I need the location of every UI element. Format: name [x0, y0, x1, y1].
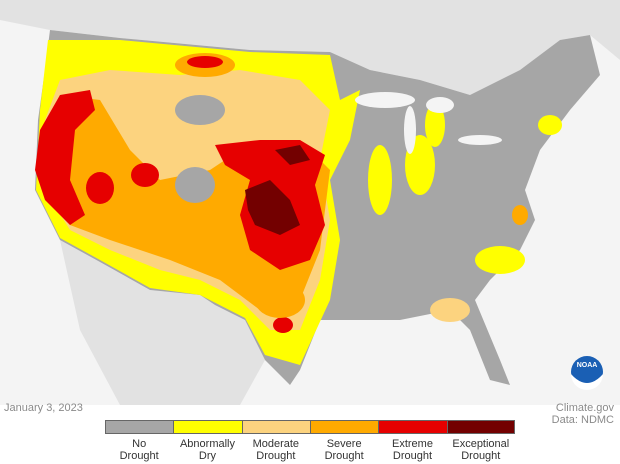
region: [35, 90, 95, 225]
legend-label: Moderate Drought: [252, 438, 300, 462]
legend-item: Exceptional Drought: [446, 420, 515, 462]
legend-swatch: [105, 420, 174, 434]
map: NOAA: [0, 0, 620, 405]
mexico: [60, 240, 265, 405]
canada: [0, 0, 620, 95]
lake: [426, 97, 454, 113]
region: [255, 282, 305, 318]
date: January 3, 2023: [4, 402, 83, 414]
legend-item: Abnormally Dry: [173, 420, 242, 462]
logo-wave: [571, 374, 603, 390]
region: [512, 205, 528, 225]
region: [475, 246, 525, 274]
legend-label: No Drought: [119, 438, 159, 462]
region: [175, 95, 225, 125]
region: [275, 145, 310, 165]
lake: [355, 92, 415, 108]
legend-item: Moderate Drought: [241, 420, 310, 462]
region: [425, 103, 445, 147]
legend: No Drought Abnormally Dry Moderate Drought…: [105, 420, 515, 462]
logo: [571, 356, 603, 388]
region: [273, 317, 293, 333]
region: [538, 115, 562, 135]
region: [245, 180, 300, 235]
legend-label: Extreme Drought: [391, 438, 433, 462]
region: [131, 163, 159, 187]
region: [368, 145, 392, 215]
region: [86, 172, 114, 204]
logo-text: NOAA: [577, 362, 598, 369]
lake: [458, 135, 502, 145]
legend-swatch: [309, 420, 379, 434]
legend-swatch: [241, 420, 310, 434]
legend-label: Severe Drought: [324, 438, 364, 462]
region: [430, 298, 470, 322]
region: [175, 167, 215, 203]
lake: [404, 106, 416, 154]
legend-item: Severe Drought: [309, 420, 379, 462]
legend-item: No Drought: [105, 420, 174, 462]
us-map: [35, 30, 600, 385]
source: Data: NDMC: [551, 414, 614, 426]
credit: Climate.gov: [555, 402, 614, 414]
legend-swatch: [378, 420, 447, 434]
legend-label: Abnormally Dry: [179, 438, 235, 462]
region: [187, 56, 223, 68]
legend-swatch: [446, 420, 515, 434]
legend-item: Extreme Drought: [378, 420, 447, 462]
legend-label: Exceptional Drought: [452, 438, 510, 462]
legend-swatch: [173, 420, 242, 434]
